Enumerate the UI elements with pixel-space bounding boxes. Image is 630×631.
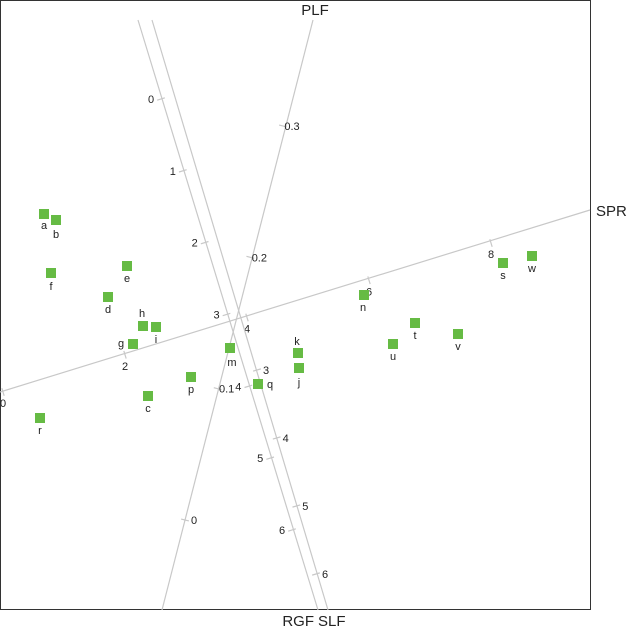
point-marker-j [294, 363, 304, 373]
point-marker-c [143, 391, 153, 401]
tick-mark-rgf-4 [244, 384, 253, 389]
tick-label-rgf-4: 4 [235, 381, 241, 393]
point-label-q: q [267, 379, 273, 391]
tick-mark-plf-0-3 [278, 124, 288, 128]
point-label-g: g [118, 338, 124, 350]
tick-label-rgf-3: 3 [213, 310, 219, 322]
tick-mark-spr-4 [245, 313, 249, 322]
point-label-b: b [53, 229, 59, 241]
axis-title-slf: SLF [318, 613, 346, 630]
point-marker-i [151, 322, 161, 332]
axes-layer: 00.10.20.30246801234563456 [0, 19, 591, 611]
axis-line-plf [161, 19, 314, 611]
tick-label-rgf-6: 6 [279, 525, 285, 537]
tick-mark-rgf-6 [287, 528, 297, 532]
tick-mark-rgf-0 [156, 97, 166, 101]
point-marker-f [46, 268, 56, 278]
tick-label-rgf-2: 2 [192, 238, 198, 250]
point-label-p: p [188, 384, 194, 396]
point-marker-u [388, 339, 398, 349]
tick-mark-spr-8 [489, 238, 493, 248]
tick-label-rgf-0: 0 [148, 94, 154, 106]
tick-mark-slf-5 [292, 504, 301, 508]
tick-mark-slf-6 [311, 572, 321, 576]
point-marker-h [138, 321, 148, 331]
tick-label-spr-8: 8 [488, 249, 494, 261]
point-marker-v [453, 329, 463, 339]
tick-label-slf-6: 6 [322, 569, 328, 581]
tick-mark-rgf-1 [178, 169, 187, 173]
tick-mark-slf-4 [272, 436, 281, 440]
tick-label-rgf-5: 5 [257, 453, 263, 465]
tick-label-plf-0-2: 0.2 [252, 252, 267, 264]
point-marker-r [35, 413, 45, 423]
point-label-d: d [105, 304, 111, 316]
axis-line-spr [0, 209, 591, 393]
point-marker-q [253, 379, 263, 389]
axis-title-spr: SPR [596, 203, 627, 220]
tick-label-plf-0-3: 0.3 [284, 121, 299, 133]
point-label-i: i [155, 334, 157, 346]
point-marker-d [103, 292, 113, 302]
point-marker-a [39, 209, 49, 219]
point-marker-g [128, 339, 138, 349]
point-marker-b [51, 215, 61, 225]
tick-label-spr-2: 2 [122, 361, 128, 373]
tick-mark-spr-0 [1, 387, 5, 397]
point-marker-s [498, 258, 508, 268]
point-marker-k [293, 348, 303, 358]
plot-frame [0, 0, 591, 610]
point-label-u: u [390, 351, 396, 363]
tick-mark-rgf-2 [200, 240, 209, 245]
point-label-e: e [124, 273, 130, 285]
axis-title-rgf: RGF [282, 613, 314, 630]
tick-mark-spr-6 [367, 276, 371, 285]
tick-label-slf-4: 4 [283, 433, 289, 445]
tick-mark-plf-0-2 [246, 255, 255, 259]
tick-label-rgf-1: 1 [170, 166, 176, 178]
tick-mark-plf-0-1 [213, 387, 222, 391]
point-label-s: s [500, 270, 506, 282]
point-label-j: j [297, 377, 300, 389]
axis-title-plf: PLF [301, 2, 329, 19]
point-marker-w [527, 251, 537, 261]
point-marker-p [186, 372, 196, 382]
point-label-c: c [145, 403, 151, 415]
tick-mark-plf-0 [180, 518, 190, 522]
tick-label-slf-3: 3 [263, 365, 269, 377]
tick-mark-rgf-5 [266, 456, 275, 460]
tick-label-plf-0: 0 [191, 515, 197, 527]
point-marker-e [122, 261, 132, 271]
tick-mark-spr-2 [123, 350, 127, 359]
tick-label-spr-0: 0 [0, 398, 6, 410]
tick-mark-rgf-3 [222, 312, 231, 317]
point-label-n: n [360, 302, 366, 314]
point-label-f: f [49, 281, 53, 293]
tick-label-plf-0-1: 0.1 [219, 384, 234, 396]
point-label-r: r [38, 425, 42, 437]
points-layer: ab c d e f g h i j k m n p q r s t u v w [35, 209, 537, 437]
point-label-v: v [455, 341, 461, 353]
axis-line-slf [151, 19, 329, 611]
tick-label-slf-5: 5 [302, 501, 308, 513]
point-label-h: h [139, 308, 145, 320]
tick-mark-slf-3 [252, 368, 262, 372]
point-marker-m [225, 343, 235, 353]
tick-label-spr-4: 4 [244, 324, 250, 336]
point-label-k: k [294, 336, 300, 348]
point-label-w: w [527, 263, 536, 275]
axis-line-rgf [137, 19, 319, 611]
point-label-t: t [413, 330, 416, 342]
point-marker-t [410, 318, 420, 328]
point-marker-n [359, 290, 369, 300]
point-label-m: m [227, 357, 236, 369]
point-label-a: a [41, 220, 48, 232]
